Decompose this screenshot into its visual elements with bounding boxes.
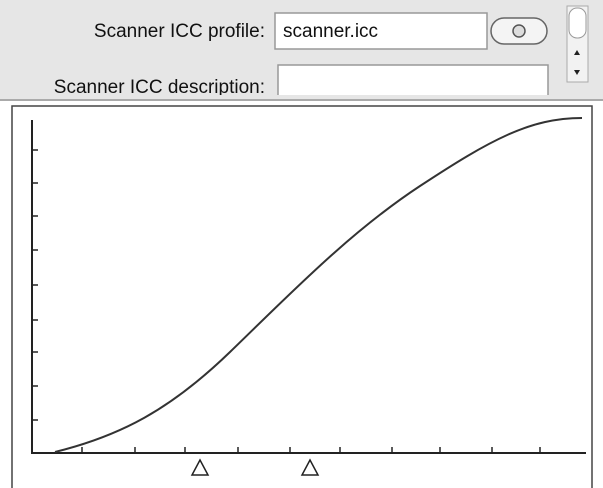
- scroll-up[interactable]: [574, 50, 580, 55]
- y-ticks: [32, 149, 38, 421]
- profile-value: scanner.icc: [283, 21, 378, 42]
- description-field[interactable]: [277, 64, 549, 105]
- description-label: Scanner ICC description:: [54, 77, 265, 98]
- slider-handle[interactable]: [300, 458, 320, 476]
- scroll-down[interactable]: [574, 70, 580, 75]
- x-ticks: [81, 447, 541, 453]
- button-icon: [512, 24, 526, 38]
- curve-panel: [11, 105, 593, 488]
- slider-handle[interactable]: [190, 458, 210, 476]
- profile-label: Scanner ICC profile:: [94, 21, 265, 42]
- tone-curve: [54, 117, 583, 453]
- profile-field[interactable]: [274, 12, 488, 50]
- scroll-thumb[interactable]: [568, 7, 587, 39]
